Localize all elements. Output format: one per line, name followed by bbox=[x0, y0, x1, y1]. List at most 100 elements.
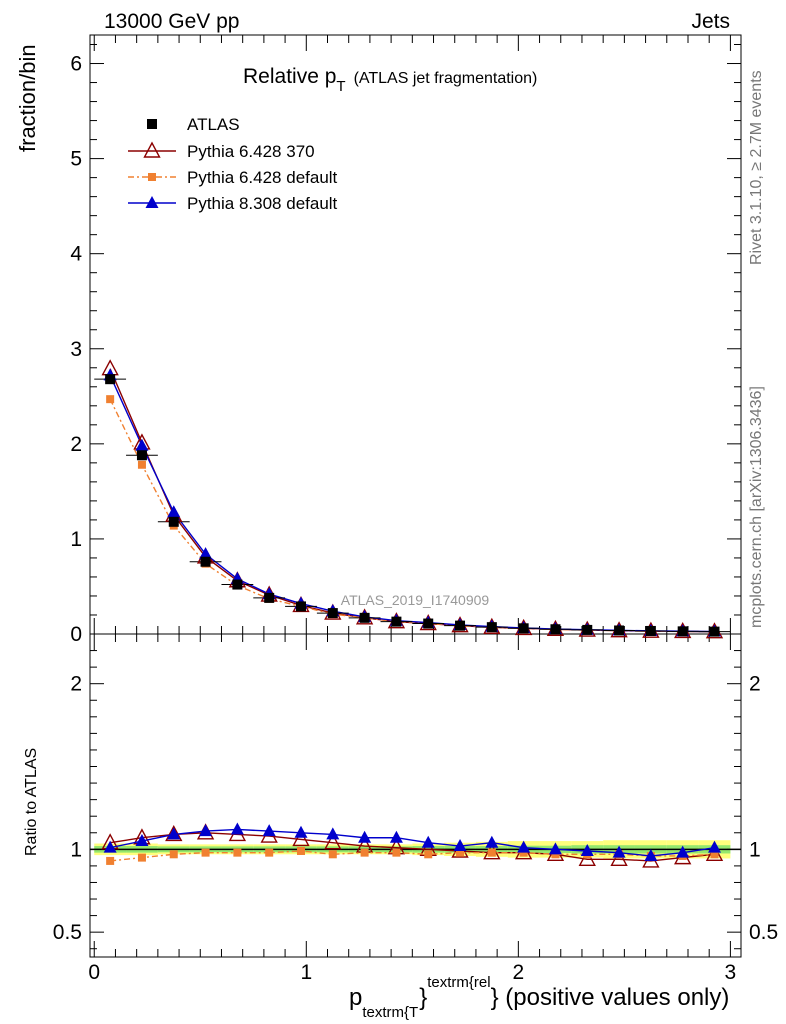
series-point bbox=[199, 547, 213, 560]
x-axis-title: ptextrm{T}textrm{rel} (positive values o… bbox=[349, 974, 729, 1021]
ratio-point bbox=[421, 835, 435, 848]
ratio-point bbox=[199, 824, 213, 837]
legend-label: Pythia 6.428 default bbox=[187, 168, 338, 187]
ratio-point bbox=[360, 848, 369, 857]
ratio-tick-label-right: 2 bbox=[749, 673, 761, 696]
atlas-point bbox=[550, 624, 561, 635]
legend-label: ATLAS bbox=[187, 115, 240, 134]
ratio-y-axis-title: Ratio to ATLAS bbox=[23, 748, 40, 856]
x-tick-label: 3 bbox=[725, 961, 737, 984]
atlas-point bbox=[518, 623, 529, 634]
legend-marker bbox=[145, 196, 159, 208]
y-axis-title: fraction/bin bbox=[15, 44, 40, 152]
x-tick-label: 1 bbox=[300, 961, 312, 984]
header-left: 13000 GeV pp bbox=[104, 10, 239, 33]
atlas-point bbox=[105, 374, 116, 385]
x-tick-label: 2 bbox=[513, 961, 525, 984]
side-label-rivet: Rivet 3.1.10, ≥ 2.7M events bbox=[748, 70, 765, 265]
ratio-point bbox=[106, 856, 115, 865]
ratio-point bbox=[456, 848, 465, 857]
series-point bbox=[167, 505, 181, 518]
atlas-point bbox=[168, 516, 179, 527]
atlas-point bbox=[295, 601, 306, 612]
y-tick-label: 5 bbox=[70, 148, 82, 171]
atlas-point bbox=[709, 626, 720, 637]
atlas-point bbox=[200, 556, 211, 567]
ratio-point bbox=[453, 839, 467, 852]
ratio-point bbox=[294, 825, 308, 838]
atlas-point bbox=[645, 625, 656, 636]
atlas-point bbox=[677, 626, 688, 637]
ratio-series bbox=[101, 822, 724, 868]
y-tick-label: 3 bbox=[70, 338, 82, 361]
y-tick-label: 0 bbox=[70, 623, 82, 646]
atlas-point bbox=[264, 592, 275, 603]
ratio-point bbox=[265, 848, 274, 857]
y-tick-label: 1 bbox=[70, 528, 82, 551]
ratio-point bbox=[326, 827, 340, 840]
atlas-point bbox=[327, 608, 338, 619]
atlas-point bbox=[423, 618, 434, 629]
chart-title: Relative pT (ATLAS jet fragmentation) bbox=[243, 65, 537, 95]
ratio-point bbox=[230, 822, 244, 835]
atlas-point bbox=[582, 624, 593, 635]
y-tick-label: 2 bbox=[70, 433, 82, 456]
atlas-point bbox=[455, 620, 466, 631]
atlas-point bbox=[232, 579, 243, 590]
ratio-point bbox=[233, 848, 242, 857]
y-tick-label: 4 bbox=[70, 243, 82, 266]
ratio-point bbox=[389, 830, 403, 843]
series-point bbox=[135, 438, 149, 451]
legend-label: Pythia 8.308 default bbox=[187, 194, 338, 213]
series-point bbox=[106, 395, 115, 404]
ratio-point bbox=[487, 848, 496, 857]
analysis-watermark: ATLAS_2019_I1740909 bbox=[341, 592, 490, 608]
legend-label: Pythia 6.428 370 bbox=[187, 142, 315, 161]
atlas-point bbox=[359, 612, 370, 623]
ratio-point bbox=[201, 848, 210, 857]
y-tick-label: 6 bbox=[70, 53, 82, 76]
atlas-point bbox=[614, 625, 625, 636]
ratio-line bbox=[110, 850, 715, 862]
ratio-point bbox=[103, 840, 117, 853]
ratio-tick-label-left: 1 bbox=[70, 838, 82, 861]
ratio-tick-label-left: 0.5 bbox=[53, 921, 82, 944]
ratio-point bbox=[424, 850, 433, 859]
atlas-point bbox=[391, 616, 402, 627]
header-right: Jets bbox=[691, 10, 730, 33]
atlas-point bbox=[486, 622, 497, 633]
ratio-point bbox=[707, 840, 721, 853]
ratio-point bbox=[580, 843, 594, 856]
ratio-line bbox=[110, 828, 715, 857]
ratio-tick-label-right: 1 bbox=[749, 838, 761, 861]
series-point bbox=[137, 460, 146, 469]
ratio-plot-frame bbox=[89, 633, 742, 958]
ratio-point bbox=[324, 833, 342, 850]
ratio-point bbox=[612, 845, 626, 858]
ratio-point bbox=[392, 848, 401, 857]
ratio-point bbox=[262, 824, 276, 837]
main-series bbox=[94, 359, 731, 639]
ratio-point bbox=[135, 834, 149, 847]
ratio-point bbox=[548, 842, 562, 855]
main-y-axis: 0 1 2 3 4 5 6 bbox=[70, 44, 741, 646]
ratio-line bbox=[110, 832, 715, 862]
legend-marker bbox=[143, 141, 161, 158]
ratio-point bbox=[137, 853, 146, 862]
ratio-point bbox=[485, 835, 499, 848]
x-tick-label: 0 bbox=[88, 961, 100, 984]
ratio-point bbox=[517, 840, 531, 853]
ratio-tick-label-left: 2 bbox=[70, 673, 82, 696]
side-label-mcplots: mcplots.cern.ch [arXiv:1306.3436] bbox=[748, 386, 765, 628]
ratio-point bbox=[710, 850, 719, 859]
legend-marker bbox=[148, 173, 156, 181]
legend: ATLAS Pythia 6.428 370 Pythia 6.428 defaul… bbox=[128, 115, 338, 213]
ratio-point bbox=[292, 829, 310, 847]
ratio-tick-label-right: 0.5 bbox=[749, 921, 778, 944]
ratio-point bbox=[676, 845, 690, 858]
ratio-point bbox=[296, 846, 305, 855]
ratio-point bbox=[358, 830, 372, 843]
ratio-point bbox=[328, 850, 337, 859]
atlas-point bbox=[136, 450, 147, 461]
